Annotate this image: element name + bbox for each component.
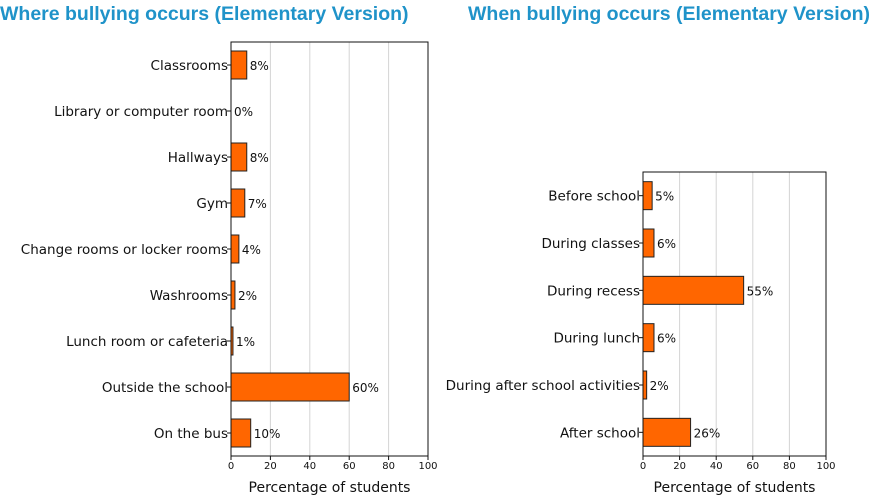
x-axis-title: Percentage of students	[654, 480, 816, 496]
bar	[642, 417, 692, 447]
category-label: Library or computer room	[54, 104, 228, 120]
value-label: 5%	[655, 190, 674, 204]
x-tick-label: 100	[816, 461, 835, 472]
value-label: 6%	[657, 332, 676, 346]
x-tick-label: 100	[418, 461, 437, 472]
value-label: 60%	[352, 381, 379, 395]
x-tick-label: 20	[673, 461, 686, 472]
category-label: Lunch room or cafeteria	[66, 334, 228, 350]
bar	[230, 142, 248, 172]
where-bullying-chart: Classrooms 8% Library or computer room 0% Ha…	[21, 41, 438, 496]
category-label: During lunch	[553, 331, 640, 347]
bar	[230, 280, 236, 310]
when-bullying-chart: Before school 5% During classes 6% During re…	[446, 171, 836, 496]
category-label: Outside the school	[102, 380, 228, 396]
bar	[230, 418, 252, 448]
category-label: Change rooms or locker rooms	[21, 242, 228, 258]
x-tick-label: 60	[746, 461, 759, 472]
category-label: Classrooms	[151, 58, 228, 74]
value-label: 2%	[238, 289, 257, 303]
x-axis-title: Percentage of students	[249, 480, 411, 496]
plot-frame	[642, 171, 827, 457]
value-label: 7%	[248, 197, 267, 211]
value-label: 0%	[234, 105, 253, 119]
bar	[642, 323, 655, 353]
category-label: On the bus	[154, 426, 228, 442]
category-label: Hallways	[168, 150, 228, 166]
x-tick-label: 0	[640, 461, 646, 472]
x-tick-label: 40	[710, 461, 723, 472]
chart-title-when: When bullying occurs (Elementary Version…	[468, 3, 871, 25]
category-label: During recess	[547, 283, 640, 299]
x-tick-label: 40	[303, 461, 316, 472]
x-tick-label: 80	[382, 461, 395, 472]
value-label: 2%	[650, 379, 669, 393]
value-label: 8%	[250, 59, 269, 73]
x-tick-label: 60	[343, 461, 356, 472]
value-label: 55%	[747, 284, 774, 298]
x-tick-label: 80	[783, 461, 796, 472]
bar	[642, 181, 653, 211]
value-label: 4%	[242, 243, 261, 257]
category-label: Washrooms	[150, 288, 228, 304]
bar	[230, 50, 248, 80]
category-label: During classes	[541, 236, 640, 252]
plot-frame	[230, 41, 429, 457]
x-tick-label: 20	[264, 461, 277, 472]
bar	[230, 372, 350, 402]
category-label: Gym	[196, 196, 228, 212]
category-label: During after school activities	[446, 378, 640, 394]
value-label: 6%	[657, 237, 676, 251]
bar	[642, 370, 648, 400]
category-label: Before school	[548, 189, 640, 205]
value-label: 1%	[236, 335, 255, 349]
bar	[642, 228, 655, 258]
bar	[230, 188, 246, 218]
chart-title-where: Where bullying occurs (Elementary Versio…	[0, 3, 409, 25]
value-label: 8%	[250, 151, 269, 165]
value-label: 26%	[694, 426, 721, 440]
bar	[642, 275, 745, 305]
bar	[230, 234, 240, 264]
plot-area	[643, 172, 826, 456]
value-label: 10%	[254, 427, 281, 441]
category-label: After school	[560, 425, 640, 441]
x-tick-label: 0	[228, 461, 234, 472]
